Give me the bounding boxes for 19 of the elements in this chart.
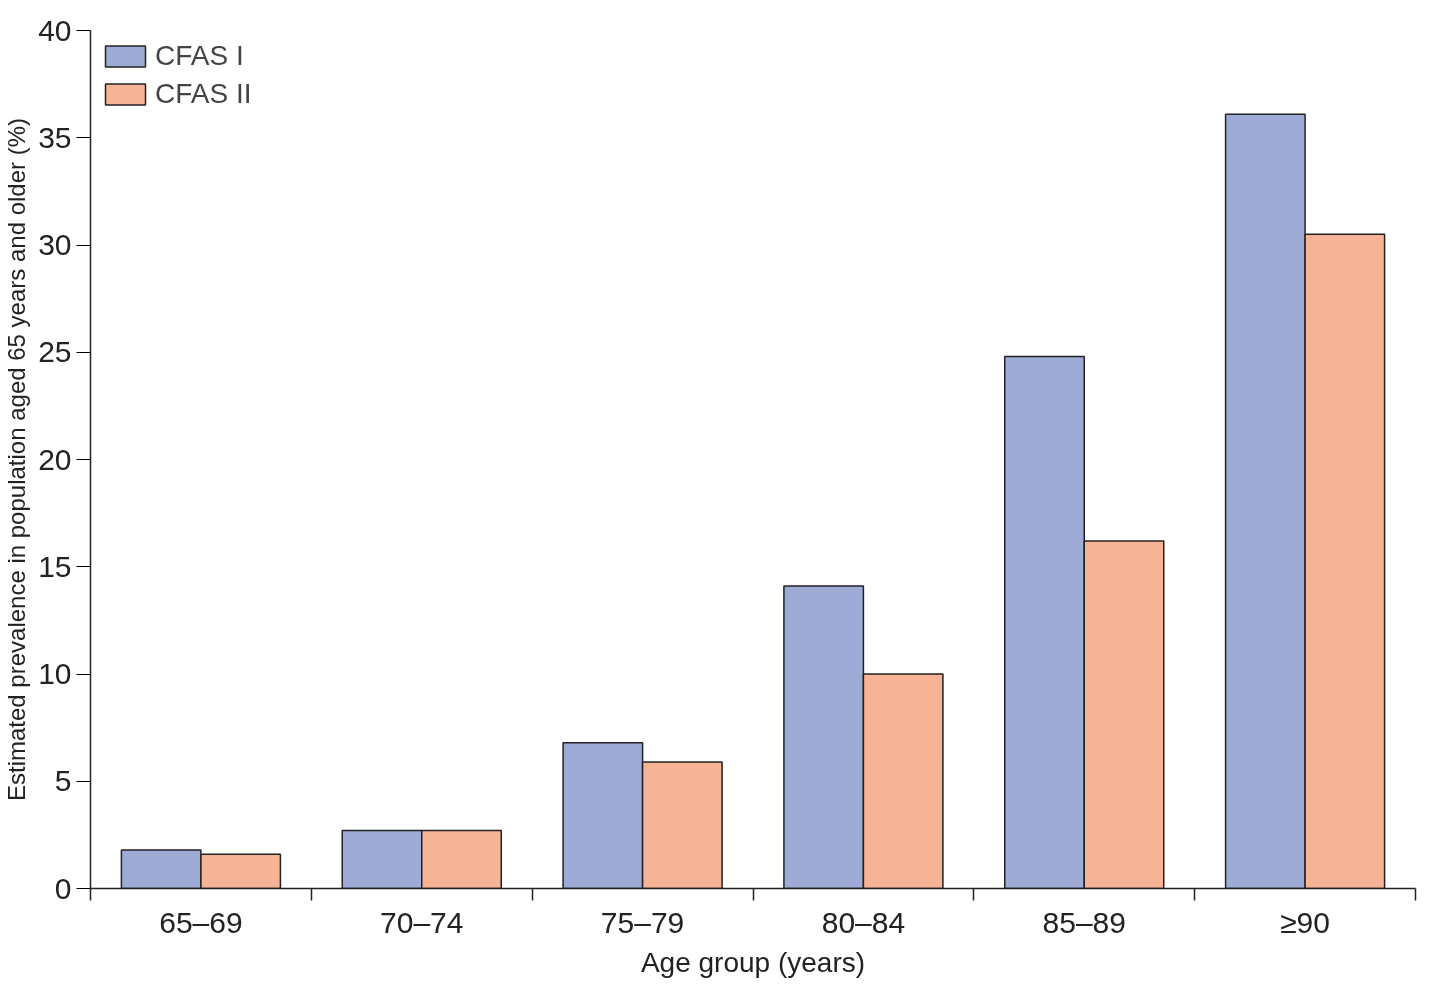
x-tick-label: 75–79 [600,905,685,939]
x-tick-label: 85–89 [1042,905,1126,939]
y-tick-label: 10 [38,657,72,690]
y-tick-label: 20 [38,442,72,476]
y-tick-label: 0 [54,871,72,905]
y-tick-label: 30 [38,228,72,261]
legend-label: CFAS I [155,40,244,72]
x-axis-title: Age group (years) [640,946,866,978]
y-axis-title: Estimated prevalence in population aged 65 years and older (%) [3,117,31,802]
y-tick-label: 40 [38,13,72,47]
x-tick-label: ≥90 [1280,905,1331,939]
y-tick-label: 5 [54,764,72,798]
y-tick-label: 15 [38,549,72,583]
x-tick-label: 65–69 [159,905,243,939]
x-tick-label: 70–74 [380,905,464,939]
legend-label: CFAS II [155,78,252,110]
y-tick-label: 35 [38,120,72,154]
x-tick-label: 80–84 [821,905,906,939]
y-tick-label: 25 [38,335,72,369]
